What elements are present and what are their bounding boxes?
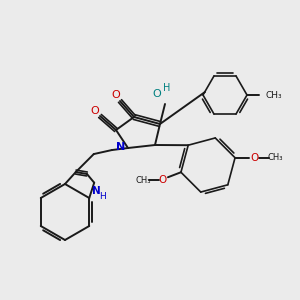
Text: O: O [91,106,99,116]
Text: H: H [163,83,171,93]
Text: CH₃: CH₃ [135,176,151,185]
Text: H: H [99,192,106,201]
Text: CH₃: CH₃ [265,91,282,100]
Text: O: O [250,153,258,163]
Text: CH₃: CH₃ [267,153,283,162]
Text: N: N [116,142,126,152]
Text: N: N [92,186,100,196]
Text: O: O [159,175,167,185]
Text: O: O [112,90,120,100]
Text: O: O [153,89,161,99]
